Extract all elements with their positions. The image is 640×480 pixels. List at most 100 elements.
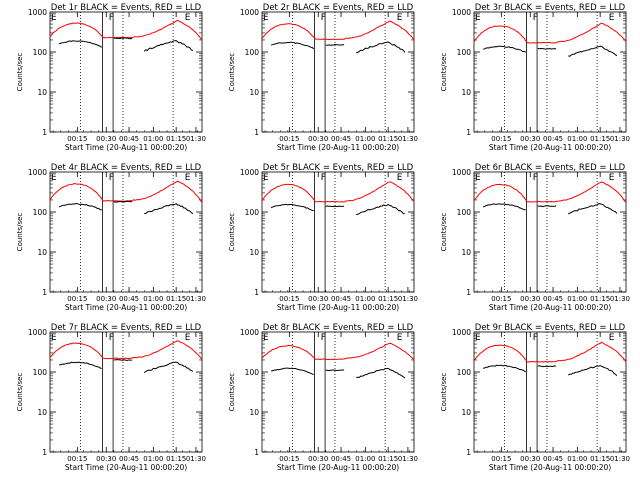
x-tick-label: 01:30 [610, 135, 630, 143]
series-lld-line [473, 181, 627, 203]
y-axis-label: Counts/sec [440, 373, 448, 412]
x-tick-label: 00:45 [119, 295, 139, 303]
series-events-line-1 [482, 203, 526, 211]
y-tick-label: 100 [245, 48, 260, 57]
series-events-line-2 [325, 369, 345, 372]
x-tick-label: 01:15 [166, 135, 186, 143]
event-marker-label: E [609, 13, 615, 23]
y-tick-label: 1000 [452, 8, 471, 17]
panel-title: Det 2r BLACK = Events, RED = LLD [263, 3, 414, 13]
x-tick-label: 01:00 [355, 135, 375, 143]
event-marker-label: F [109, 13, 114, 23]
x-axis-label: Start Time (20-Aug-11 00:00:20) [277, 463, 399, 472]
plot-frame [49, 171, 203, 293]
y-tick-label: 100 [457, 368, 472, 377]
event-marker-label: E [475, 333, 481, 343]
event-marker-label: E [263, 13, 269, 23]
event-marker-label: F [533, 333, 538, 343]
event-marker-label: F [321, 333, 326, 343]
event-marker-label: E [609, 333, 615, 343]
event-marker-label: F [109, 333, 114, 343]
series-events-line-1 [59, 361, 102, 369]
y-tick-label: 10 [461, 248, 471, 257]
x-tick-label: 00:45 [119, 135, 139, 143]
y-tick-label: 1 [42, 128, 47, 137]
x-tick-label: 00:30 [308, 135, 328, 143]
x-tick-label: 01:15 [378, 455, 398, 463]
plot-frame [261, 171, 415, 293]
x-tick-label: 00:45 [331, 455, 351, 463]
x-tick-label: 01:00 [143, 295, 163, 303]
event-marker-label: E [397, 13, 403, 23]
panel-det-6: Det 6r BLACK = Events, RED = LLD 1 10 100 10… [440, 163, 630, 312]
x-tick-label: 00:15 [279, 455, 299, 463]
y-tick-label: 100 [33, 368, 48, 377]
y-tick-label: 100 [33, 48, 48, 57]
series-events-line-1 [483, 364, 526, 373]
x-tick-label: 00:45 [119, 455, 139, 463]
y-tick-label: 1 [254, 128, 259, 137]
series-events-line-3 [356, 203, 405, 216]
event-marker-label: E [263, 173, 269, 183]
panel-title: Det 1r BLACK = Events, RED = LLD [51, 3, 202, 13]
panel-title: Det 4r BLACK = Events, RED = LLD [51, 163, 202, 173]
y-tick-label: 10 [37, 248, 47, 257]
event-marker-label: E [51, 333, 57, 343]
y-tick-label: 1 [42, 288, 47, 297]
x-tick-label: 01:00 [567, 295, 587, 303]
y-tick-label: 100 [33, 208, 48, 217]
plot-frame [49, 11, 203, 133]
x-tick-label: 00:30 [308, 295, 328, 303]
panel-title: Det 7r BLACK = Events, RED = LLD [51, 323, 202, 333]
x-tick-label: 01:30 [186, 295, 206, 303]
x-tick-label: 00:30 [96, 295, 116, 303]
event-marker-label: F [109, 173, 114, 183]
x-tick-label: 00:15 [67, 455, 87, 463]
x-tick-label: 00:15 [491, 455, 511, 463]
y-tick-label: 10 [37, 408, 47, 417]
x-axis-label: Start Time (20-Aug-11 00:00:20) [489, 463, 611, 472]
y-tick-label: 10 [249, 408, 259, 417]
series-events-line-2 [325, 205, 345, 208]
x-tick-label: 01:30 [398, 295, 418, 303]
event-marker-label: E [51, 173, 57, 183]
x-tick-label: 00:15 [491, 295, 511, 303]
panel-det-9: Det 9r BLACK = Events, RED = LLD 1 10 100 10… [440, 323, 630, 472]
x-tick-label: 00:30 [96, 455, 116, 463]
event-marker-label: F [321, 13, 326, 23]
x-tick-label: 01:15 [378, 135, 398, 143]
x-tick-label: 01:00 [355, 455, 375, 463]
x-axis-label: Start Time (20-Aug-11 00:00:20) [65, 463, 187, 472]
x-tick-label: 01:30 [610, 295, 630, 303]
series-events-line-2 [113, 359, 133, 361]
x-tick-label: 01:15 [166, 455, 186, 463]
x-tick-label: 01:00 [143, 455, 163, 463]
panel-title: Det 6r BLACK = Events, RED = LLD [475, 163, 626, 173]
panel-det-2: Det 2r BLACK = Events, RED = LLD 1 10 100 10… [228, 3, 418, 152]
series-lld-line [49, 180, 203, 203]
y-tick-label: 1 [466, 448, 471, 457]
series-events-line-2 [537, 365, 557, 368]
series-lld-line [261, 342, 415, 361]
series-events-line-3 [567, 203, 618, 215]
x-tick-label: 00:15 [67, 295, 87, 303]
x-tick-label: 01:15 [590, 295, 610, 303]
series-events-line-1 [59, 40, 103, 48]
series-events-line-1 [58, 202, 102, 211]
y-tick-label: 1000 [28, 168, 47, 177]
x-tick-label: 01:00 [355, 295, 375, 303]
panel-det-7: Det 7r BLACK = Events, RED = LLD 1 10 100 10… [16, 323, 206, 472]
x-axis-label: Start Time (20-Aug-11 00:00:20) [277, 143, 399, 152]
x-tick-label: 01:00 [143, 135, 163, 143]
y-tick-label: 1000 [452, 328, 471, 337]
x-axis-label: Start Time (20-Aug-11 00:00:20) [65, 143, 187, 152]
event-marker-label: E [185, 333, 191, 343]
event-marker-label: E [185, 173, 191, 183]
y-axis-label: Counts/sec [16, 213, 24, 252]
x-tick-label: 00:15 [279, 135, 299, 143]
series-events-line-2 [537, 205, 557, 208]
x-tick-label: 00:45 [331, 135, 351, 143]
x-tick-label: 00:15 [491, 135, 511, 143]
series-events-line-3 [356, 367, 406, 379]
series-events-line-1 [271, 367, 314, 376]
